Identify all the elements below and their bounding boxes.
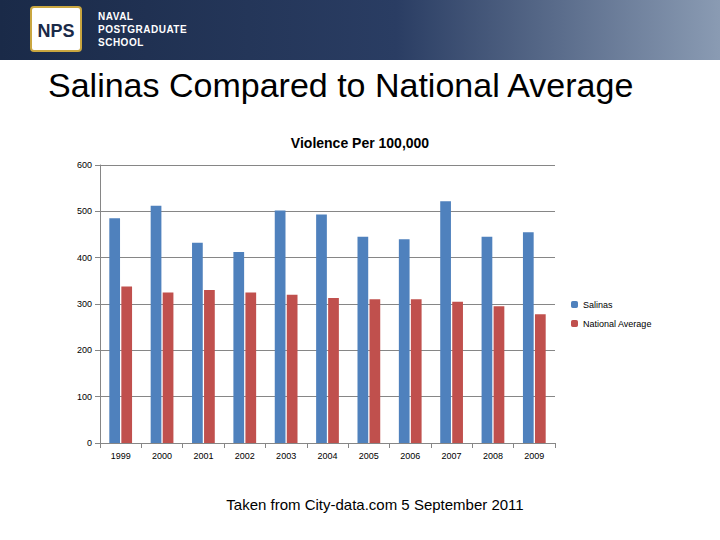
html-text:NAVAL: NAVAL: [98, 11, 134, 22]
svg-text:400: 400: [77, 253, 92, 263]
svg-text:0: 0: [87, 438, 92, 448]
svg-text:2005: 2005: [359, 451, 379, 461]
svg-text:200: 200: [77, 345, 92, 355]
html-text:POSTGRADUATE: POSTGRADUATE: [98, 24, 188, 35]
svg-text:2001: 2001: [193, 451, 213, 461]
svg-text:300: 300: [77, 299, 92, 309]
svg-text:2000: 2000: [152, 451, 172, 461]
html-text:NPS: NPS: [37, 21, 75, 41]
svg-text:2008: 2008: [483, 451, 503, 461]
html-text:SCHOOL: SCHOOL: [98, 37, 144, 48]
svg-text:2003: 2003: [276, 451, 296, 461]
svg-text:2009: 2009: [524, 451, 544, 461]
svg-text:National Average: National Average: [583, 319, 651, 329]
svg-text:Violence Per 100,000: Violence Per 100,000: [291, 135, 429, 151]
svg-text:Salinas: Salinas: [583, 300, 613, 310]
html-text:Salinas Compared to National A: Salinas Compared to National Average: [48, 66, 634, 104]
svg-text:2006: 2006: [400, 451, 420, 461]
svg-text:2004: 2004: [317, 451, 337, 461]
svg-text:500: 500: [77, 206, 92, 216]
svg-text:600: 600: [77, 160, 92, 170]
svg-text:100: 100: [77, 392, 92, 402]
svg-text:2002: 2002: [235, 451, 255, 461]
html-text:Taken from City-data.com 5 Sep: Taken from City-data.com 5 September 201…: [226, 496, 524, 513]
svg-text:1999: 1999: [111, 451, 131, 461]
svg-text:2007: 2007: [442, 451, 462, 461]
